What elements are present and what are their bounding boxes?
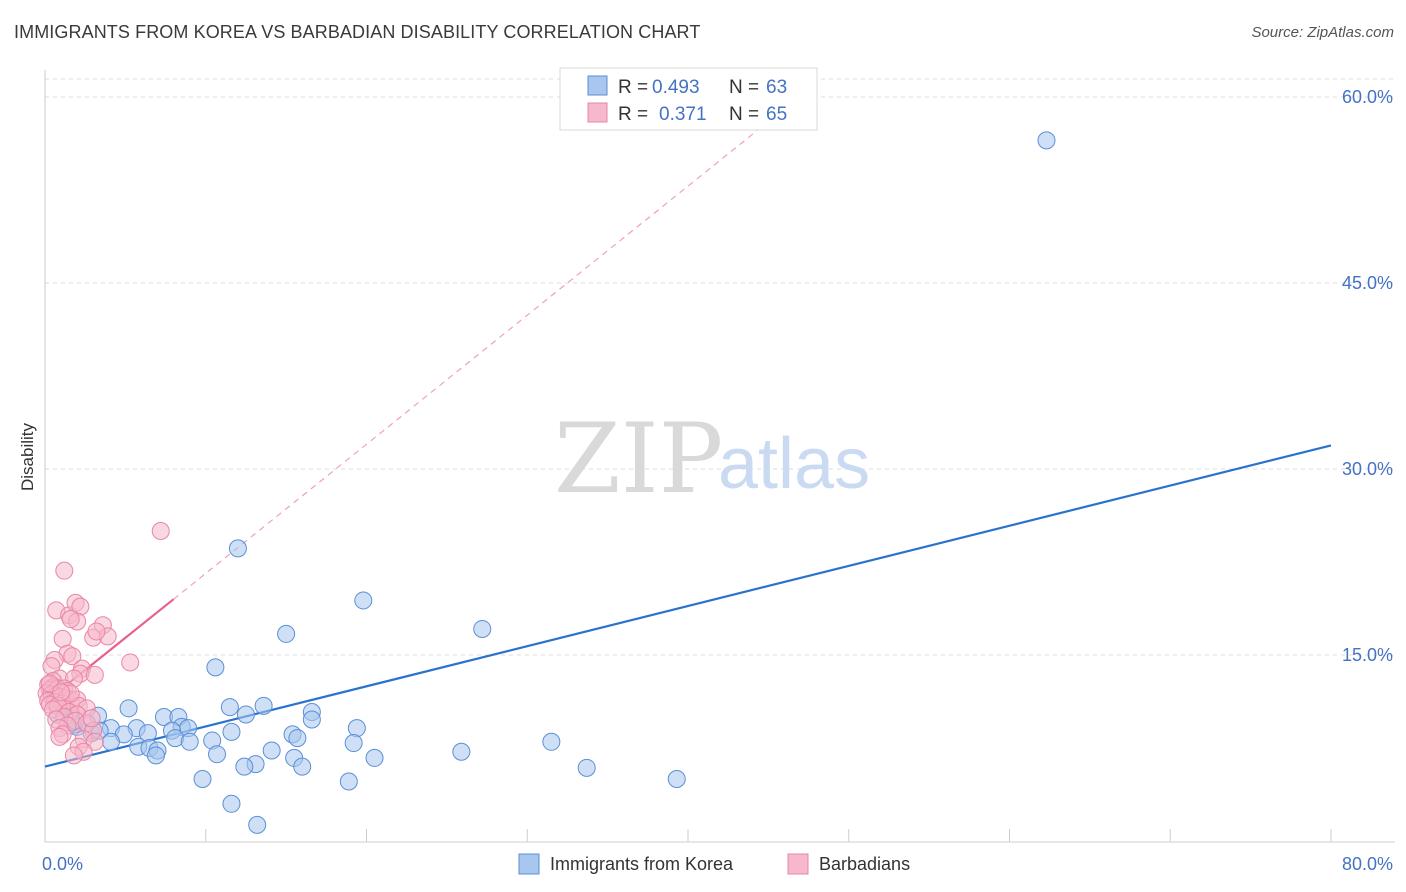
source-label: Source: ZipAtlas.com bbox=[1251, 24, 1394, 41]
barbadians-point-57 bbox=[85, 732, 104, 751]
korea-point-50 bbox=[193, 770, 212, 788]
series-legend-label-barbadians: Barbadians bbox=[819, 854, 910, 874]
barbadians-point-1 bbox=[55, 561, 74, 580]
korea-point-8 bbox=[119, 699, 138, 718]
legend-n-value-korea: 63 bbox=[766, 77, 787, 98]
y-tick-labels: 15.0% 30.0% 45.0% 60.0% bbox=[1342, 87, 1393, 665]
watermark: ZIP atlas bbox=[554, 403, 870, 515]
korea-point-34 bbox=[101, 732, 120, 751]
watermark-atlas: atlas bbox=[718, 424, 870, 504]
legend-swatch-korea bbox=[587, 75, 608, 96]
korea-point-54 bbox=[248, 815, 267, 834]
korea-point-40 bbox=[146, 746, 165, 765]
korea-point-12 bbox=[302, 710, 321, 729]
barbadians-point-11 bbox=[87, 622, 106, 641]
korea-point-52 bbox=[667, 770, 686, 788]
trend-line-barbadians-extension bbox=[173, 127, 761, 600]
series-legend: Immigrants from Korea Barbadians bbox=[518, 853, 910, 875]
y-axis-title: Disability bbox=[18, 422, 37, 491]
barbadians-point-64 bbox=[82, 709, 101, 728]
barbadians-point-15 bbox=[121, 653, 140, 672]
legend-n-label-barbadians: N = bbox=[729, 104, 759, 125]
y-tick-label-15: 15.0% bbox=[1342, 645, 1393, 665]
gridlines bbox=[45, 78, 1395, 656]
y-tick-label-30: 30.0% bbox=[1342, 459, 1393, 479]
korea-point-47 bbox=[235, 757, 254, 776]
korea-point-32 bbox=[180, 732, 199, 751]
korea-point-44 bbox=[452, 742, 471, 761]
barbadians-point-12 bbox=[53, 629, 72, 648]
korea-point-1 bbox=[228, 539, 247, 558]
chart-title: IMMIGRANTS FROM KOREA VS BARBADIAN DISAB… bbox=[14, 22, 701, 42]
stats-legend: R = 0.493 N = 63 R = 0.371 N = 65 bbox=[559, 67, 818, 131]
korea-point-2 bbox=[354, 591, 373, 610]
legend-n-label-korea: N = bbox=[729, 77, 759, 98]
korea-point-53 bbox=[222, 794, 241, 813]
series-legend-swatch-barbadians bbox=[787, 853, 809, 875]
korea-point-38 bbox=[262, 741, 281, 760]
korea-point-7 bbox=[220, 698, 239, 717]
korea-point-51 bbox=[339, 772, 358, 791]
korea-point-30 bbox=[288, 729, 307, 748]
barbadians-point-0 bbox=[151, 522, 170, 540]
korea-point-0 bbox=[1037, 131, 1056, 150]
x-axis-ticks bbox=[44, 829, 1332, 842]
barbadians-point-20 bbox=[85, 665, 104, 684]
korea-point-45 bbox=[542, 732, 561, 751]
korea-point-24 bbox=[222, 722, 241, 741]
y-tick-label-45: 45.0% bbox=[1342, 273, 1393, 293]
korea-point-43 bbox=[365, 748, 384, 767]
legend-r-label-barbadians: R = bbox=[618, 104, 648, 125]
x-tick-label-min: 0.0% bbox=[42, 854, 83, 874]
x-tick-label-max: 80.0% bbox=[1342, 854, 1393, 874]
series-barbadians-points bbox=[37, 522, 170, 765]
legend-r-value-korea: 0.493 bbox=[652, 77, 700, 98]
legend-n-value-barbadians: 65 bbox=[766, 104, 787, 125]
series-legend-label-korea: Immigrants from Korea bbox=[550, 854, 734, 874]
korea-point-49 bbox=[577, 758, 596, 777]
korea-point-21 bbox=[347, 719, 366, 738]
barbadians-point-7 bbox=[61, 610, 80, 629]
barbadians-point-63 bbox=[52, 683, 71, 702]
legend-r-label-korea: R = bbox=[618, 77, 648, 98]
korea-point-3 bbox=[473, 619, 492, 638]
series-legend-swatch-korea bbox=[518, 853, 540, 875]
watermark-zip: ZIP bbox=[554, 403, 723, 515]
y-tick-label-60: 60.0% bbox=[1342, 87, 1393, 107]
legend-r-value-barbadians: 0.371 bbox=[659, 104, 707, 125]
legend-swatch-barbadians bbox=[587, 102, 608, 123]
korea-point-6 bbox=[254, 696, 273, 715]
barbadians-point-55 bbox=[50, 727, 69, 746]
barbadians-point-14 bbox=[63, 647, 82, 666]
series-korea-points bbox=[44, 131, 1056, 834]
korea-point-5 bbox=[206, 658, 225, 677]
korea-point-62 bbox=[236, 705, 255, 724]
korea-point-48 bbox=[293, 757, 312, 776]
korea-point-42 bbox=[344, 734, 363, 753]
korea-point-4 bbox=[277, 624, 296, 643]
korea-point-39 bbox=[208, 745, 227, 764]
barbadians-point-60 bbox=[64, 746, 83, 765]
